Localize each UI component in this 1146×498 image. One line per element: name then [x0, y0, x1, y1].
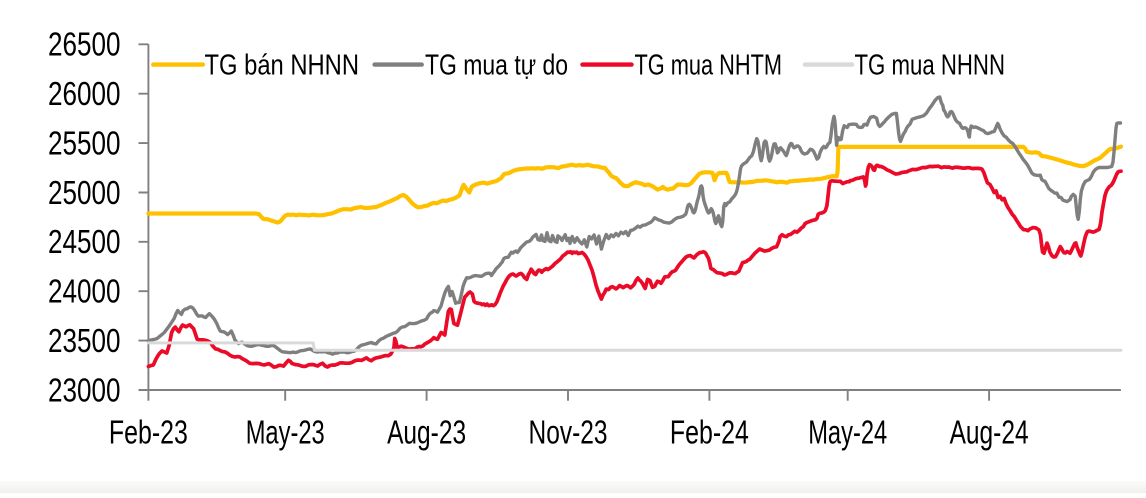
svg-text:25000: 25000: [48, 174, 121, 211]
svg-text:May-24: May-24: [808, 413, 887, 450]
svg-text:Nov-23: Nov-23: [529, 413, 608, 450]
svg-text:24500: 24500: [48, 223, 121, 260]
svg-text:23000: 23000: [48, 371, 121, 408]
svg-text:TG bán NHNN: TG bán NHNN: [205, 49, 360, 81]
svg-text:Aug-24: Aug-24: [950, 413, 1029, 450]
svg-text:TG mua NHNN: TG mua NHNN: [855, 49, 1006, 81]
svg-text:26500: 26500: [48, 26, 121, 63]
svg-text:TG mua NHTM: TG mua NHTM: [635, 49, 783, 81]
svg-text:24000: 24000: [48, 273, 121, 310]
svg-text:26000: 26000: [48, 75, 121, 112]
svg-text:Aug-23: Aug-23: [387, 413, 466, 450]
svg-text:TG mua tự do: TG mua tự do: [425, 49, 568, 81]
svg-text:25500: 25500: [48, 125, 121, 162]
svg-text:May-23: May-23: [246, 413, 325, 450]
svg-text:23500: 23500: [48, 322, 121, 359]
svg-text:Feb-24: Feb-24: [670, 413, 749, 450]
svg-text:Feb-23: Feb-23: [109, 413, 188, 450]
